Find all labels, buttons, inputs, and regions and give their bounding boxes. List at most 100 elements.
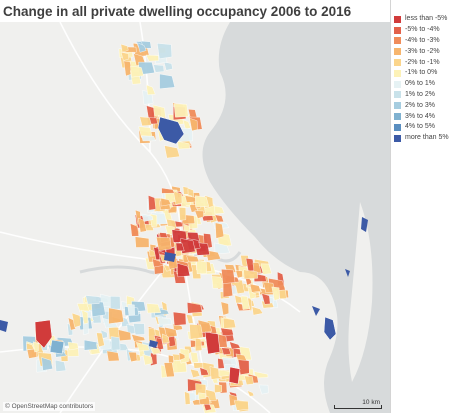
suburb-region bbox=[138, 217, 147, 233]
legend-item[interactable]: more than 5% bbox=[391, 133, 450, 144]
suburb-region bbox=[220, 327, 234, 336]
suburb-region bbox=[85, 295, 100, 305]
legend-swatch bbox=[394, 113, 401, 121]
legend-item[interactable]: -3% to -2% bbox=[391, 46, 450, 57]
suburb-region bbox=[157, 317, 173, 326]
suburb-region bbox=[141, 213, 154, 222]
suburb-region bbox=[182, 119, 191, 130]
suburb-region bbox=[195, 337, 203, 352]
suburb-region bbox=[162, 333, 170, 344]
suburb-region bbox=[110, 336, 121, 351]
legend-label: less than -5% bbox=[405, 15, 448, 23]
high-growth-region bbox=[323, 316, 337, 341]
legend-swatch bbox=[394, 15, 401, 23]
high-growth-region bbox=[361, 217, 368, 232]
map-view[interactable]: © OpenStreetMap contributors 10 km bbox=[0, 22, 390, 413]
growth-region bbox=[49, 339, 65, 355]
legend-item[interactable]: -1% to 0% bbox=[391, 68, 450, 79]
decline-region bbox=[34, 319, 53, 349]
scale-bar: 10 km bbox=[334, 399, 382, 409]
suburb-region bbox=[71, 312, 81, 328]
suburb-region bbox=[249, 283, 261, 293]
suburb-region bbox=[194, 210, 204, 219]
suburb-region bbox=[81, 309, 89, 325]
suburb-region bbox=[156, 236, 172, 252]
suburb-region bbox=[220, 301, 230, 316]
map-attribution[interactable]: © OpenStreetMap contributors bbox=[3, 402, 96, 411]
legend-label: 1% to 2% bbox=[405, 90, 435, 98]
legend-label: -4% to -3% bbox=[405, 36, 440, 44]
suburb-region bbox=[148, 195, 157, 211]
suburb-region bbox=[109, 296, 121, 310]
legend-swatch bbox=[394, 91, 401, 99]
suburb-region bbox=[243, 269, 258, 280]
suburb-region bbox=[178, 352, 186, 361]
suburb-region bbox=[176, 140, 191, 150]
suburb-region bbox=[190, 368, 201, 378]
suburb-region bbox=[142, 354, 153, 366]
legend: less than -5% -5% to -4% -4% to -3% -3% to … bbox=[390, 0, 450, 413]
suburb-region bbox=[168, 354, 174, 365]
suburb-region bbox=[222, 281, 233, 298]
legend-item[interactable]: -2% to -1% bbox=[391, 57, 450, 68]
legend-item[interactable]: 4% to 5% bbox=[391, 122, 450, 133]
suburb-region bbox=[134, 236, 150, 248]
suburb-region bbox=[127, 304, 135, 316]
suburb-region bbox=[258, 384, 269, 395]
legend-swatch bbox=[394, 134, 401, 142]
suburb-region bbox=[153, 64, 165, 73]
legend-item[interactable]: 0% to 1% bbox=[391, 79, 450, 90]
suburb-region bbox=[159, 73, 176, 90]
legend-label: 3% to 4% bbox=[405, 112, 435, 120]
suburb-region bbox=[32, 341, 39, 353]
suburb-region bbox=[41, 357, 53, 371]
legend-label: -1% to 0% bbox=[405, 69, 438, 77]
suburb-region bbox=[108, 307, 124, 325]
suburb-region bbox=[199, 367, 209, 376]
suburb-region bbox=[246, 390, 255, 397]
legend-item[interactable]: 3% to 4% bbox=[391, 111, 450, 122]
suburb-region bbox=[137, 42, 147, 53]
decline-region bbox=[204, 331, 221, 355]
suburb-region bbox=[190, 351, 199, 364]
suburb-region bbox=[261, 293, 271, 305]
suburb-region bbox=[54, 359, 67, 372]
legend-label: 2% to 3% bbox=[405, 101, 435, 109]
high-growth-region bbox=[345, 269, 350, 277]
high-growth-region bbox=[164, 252, 176, 262]
suburb-region bbox=[271, 286, 280, 301]
suburb-region bbox=[163, 61, 173, 71]
suburb-region bbox=[240, 295, 250, 310]
legend-item[interactable]: less than -5% bbox=[391, 14, 450, 25]
suburb-region bbox=[141, 135, 157, 142]
suburb-region bbox=[215, 222, 225, 239]
suburb-region bbox=[237, 359, 250, 375]
suburb-region bbox=[189, 324, 204, 340]
suburb-region bbox=[178, 207, 187, 221]
suburb-region bbox=[184, 391, 191, 405]
bay-water bbox=[202, 22, 390, 413]
suburb-region bbox=[67, 341, 79, 351]
legend-spacer bbox=[391, 0, 450, 14]
scale-bar-label: 10 km bbox=[362, 399, 380, 406]
legend-item[interactable]: 2% to 3% bbox=[391, 100, 450, 111]
page-title: Change in all private dwelling occupancy… bbox=[3, 4, 352, 19]
suburb-region bbox=[260, 263, 272, 275]
legend-swatch bbox=[394, 123, 401, 131]
suburb-region bbox=[131, 334, 146, 342]
suburb-region bbox=[214, 214, 224, 223]
suburb-region bbox=[214, 384, 223, 393]
legend-item[interactable]: -4% to -3% bbox=[391, 36, 450, 47]
suburb-region bbox=[139, 116, 152, 127]
legend-item[interactable]: -5% to -4% bbox=[391, 25, 450, 36]
legend-item[interactable]: 1% to 2% bbox=[391, 90, 450, 101]
suburb-region bbox=[120, 43, 129, 53]
map-canvas[interactable] bbox=[0, 22, 390, 413]
road bbox=[59, 22, 211, 413]
suburb-region bbox=[176, 262, 191, 278]
suburb-region bbox=[186, 255, 200, 263]
suburb-region bbox=[146, 303, 162, 314]
suburb-region bbox=[172, 311, 187, 326]
suburb-region bbox=[26, 342, 35, 351]
high-growth-region bbox=[0, 320, 8, 332]
